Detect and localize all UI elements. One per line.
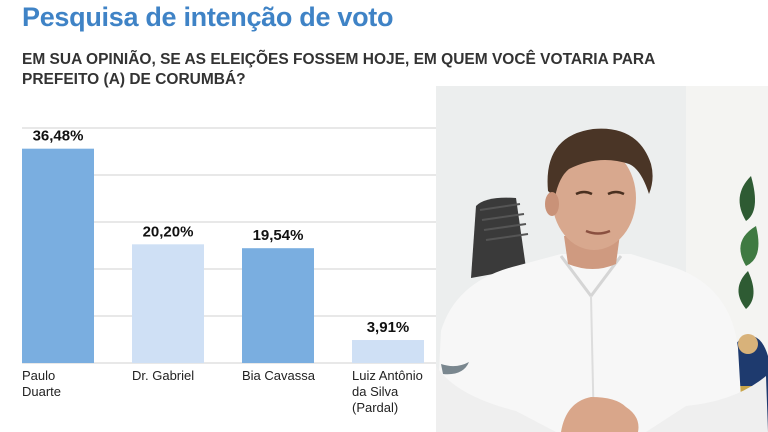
category-label: Luiz Antônio da Silva (Pardal) — [352, 368, 423, 415]
bar — [22, 148, 94, 363]
page-title: Pesquisa de intenção de voto — [22, 2, 394, 32]
category-label: Dr. Gabriel — [132, 368, 195, 383]
category-label: Paulo Duarte — [22, 368, 62, 399]
survey-question: EM SUA OPINIÃO, SE AS ELEIÇÕES FOSSEM HO… — [22, 51, 655, 88]
bar — [132, 244, 204, 363]
data-label: 19,54% — [253, 227, 304, 244]
bar — [352, 340, 424, 363]
data-label: 36,48% — [33, 128, 84, 145]
data-label: 3,91% — [367, 319, 410, 336]
data-label: 20,20% — [143, 223, 194, 240]
candidate-photo — [436, 86, 768, 432]
category-label: Bia Cavassa — [242, 368, 315, 383]
bar — [242, 248, 314, 363]
